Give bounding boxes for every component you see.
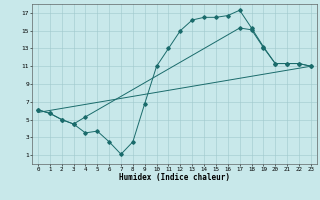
X-axis label: Humidex (Indice chaleur): Humidex (Indice chaleur) [119, 173, 230, 182]
